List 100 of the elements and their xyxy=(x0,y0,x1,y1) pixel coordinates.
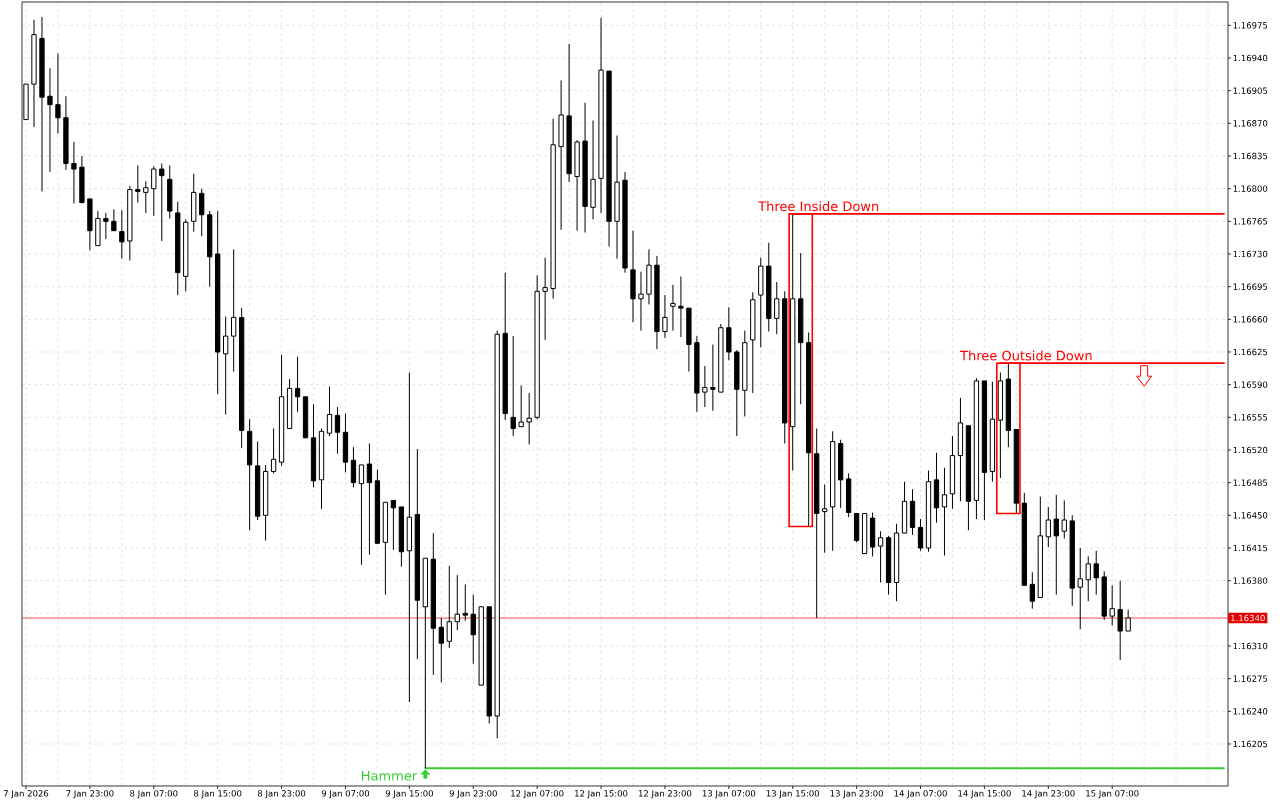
candlestick xyxy=(1117,580,1123,661)
candlestick xyxy=(558,79,564,231)
y-tick-label: 1.16590 xyxy=(1233,381,1268,388)
candlestick xyxy=(406,372,413,703)
x-tick-label: 9 Jan 15:00 xyxy=(385,790,433,799)
candlestick xyxy=(742,330,748,417)
candlestick xyxy=(814,428,820,619)
candlestick xyxy=(598,17,604,214)
candlestick xyxy=(550,118,556,300)
y-tick-label: 1.16835 xyxy=(1233,152,1268,160)
candlestick xyxy=(454,574,460,631)
candlestick xyxy=(909,488,916,536)
candlestick xyxy=(630,230,636,323)
candlestick xyxy=(430,532,436,676)
candlestick xyxy=(574,139,580,232)
candlestick xyxy=(215,210,221,395)
y-tick-label: 1.16975 xyxy=(1233,22,1268,29)
x-tick-label: 14 Jan 07:00 xyxy=(894,790,947,799)
y-tick-label: 1.16415 xyxy=(1233,544,1268,552)
series-label: Three Inside Down xyxy=(758,201,879,212)
candlestick xyxy=(1093,550,1099,596)
candlestick xyxy=(526,392,532,445)
y-tick-label: 1.16730 xyxy=(1233,250,1268,258)
candlestick xyxy=(702,365,708,408)
x-tick-label: 8 Jan 15:00 xyxy=(194,790,242,799)
candlestick xyxy=(750,291,756,394)
y-tick-label: 1.16695 xyxy=(1233,283,1268,290)
candlestick xyxy=(1053,494,1059,596)
candlestick xyxy=(710,344,716,412)
candlestick xyxy=(366,442,373,556)
y-tick-label: 1.16380 xyxy=(1233,577,1268,584)
candlestick xyxy=(1029,571,1035,610)
candlestick xyxy=(582,102,588,234)
legend-label: Hammer xyxy=(362,770,418,781)
x-tick-label: 14 Jan 15:00 xyxy=(958,790,1011,799)
x-tick-label: 9 Jan 07:00 xyxy=(321,790,370,799)
y-tick-label: 1.16275 xyxy=(1233,675,1268,682)
candlestick xyxy=(438,617,444,683)
candlestick xyxy=(654,255,660,350)
y-tick-label: 1.16240 xyxy=(1233,708,1268,715)
candlestick xyxy=(414,448,421,660)
candlestick xyxy=(1077,547,1083,630)
y-tick-label: 1.16870 xyxy=(1233,120,1268,127)
x-tick-label: 13 Jan 23:00 xyxy=(830,790,883,799)
candlestick xyxy=(614,134,620,260)
candlestick xyxy=(662,294,668,339)
candlestick xyxy=(766,242,772,332)
x-tick-label: 9 Jan 23:00 xyxy=(449,790,497,799)
candlestick xyxy=(334,406,341,455)
y-tick-label: 1.16940 xyxy=(1233,54,1268,62)
ref-line-label: 1.16340 xyxy=(1231,614,1265,622)
y-tick-label: 1.16660 xyxy=(1233,316,1268,323)
x-tick-label: 12 Jan 07:00 xyxy=(511,790,564,799)
candlestick xyxy=(678,275,684,338)
candlestick xyxy=(39,16,45,192)
candlestick xyxy=(342,413,349,473)
candlestick xyxy=(71,141,77,205)
candlestick xyxy=(989,381,996,483)
candlestick xyxy=(191,173,197,233)
candlestick xyxy=(470,594,476,665)
candlestick xyxy=(790,213,796,472)
candlestick xyxy=(1045,506,1051,548)
candlestick xyxy=(183,218,189,292)
y-tick-label: 1.16310 xyxy=(1233,642,1268,650)
candlestick xyxy=(542,257,548,341)
candlestick xyxy=(231,248,237,373)
candlestick xyxy=(622,171,628,274)
candlestick xyxy=(1061,499,1067,540)
y-tick-label: 1.16625 xyxy=(1233,348,1268,356)
candlestick xyxy=(774,281,780,335)
candlestick xyxy=(47,67,53,173)
candlestick xyxy=(31,19,37,128)
candlestick xyxy=(830,430,836,552)
x-tick-label: 14 Jan 23:00 xyxy=(1022,790,1075,799)
candlestick xyxy=(175,201,181,296)
x-tick-label: 15 Jan 07:00 xyxy=(1086,790,1139,799)
y-tick-label: 1.16905 xyxy=(1233,87,1268,94)
candlestick xyxy=(238,307,245,449)
x-tick-label: 8 Jan 23:00 xyxy=(257,790,306,799)
candlestick xyxy=(135,164,141,204)
x-tick-label: 7 Jan 23:00 xyxy=(66,790,114,799)
candlestick xyxy=(510,335,516,437)
candlestick xyxy=(782,290,788,444)
candlestick xyxy=(590,120,596,220)
y-tick-label: 1.16520 xyxy=(1233,446,1268,454)
candlestick xyxy=(103,212,109,240)
x-tick-label: 12 Jan 23:00 xyxy=(638,790,692,799)
candlestick xyxy=(294,356,301,413)
x-tick-label: 12 Jan 15:00 xyxy=(575,790,628,799)
series-label: Three Outside Down xyxy=(960,350,1092,361)
candlestick xyxy=(933,452,940,524)
y-tick-label: 1.16800 xyxy=(1233,185,1268,192)
candlestick xyxy=(246,418,253,531)
y-tick-label: 1.16555 xyxy=(1233,414,1268,421)
candlestick xyxy=(638,271,644,332)
candlestick xyxy=(949,435,956,510)
candlestick xyxy=(798,252,804,405)
candlestick xyxy=(646,248,652,305)
candlestick xyxy=(806,331,812,528)
y-tick-label: 1.16450 xyxy=(1233,512,1268,519)
